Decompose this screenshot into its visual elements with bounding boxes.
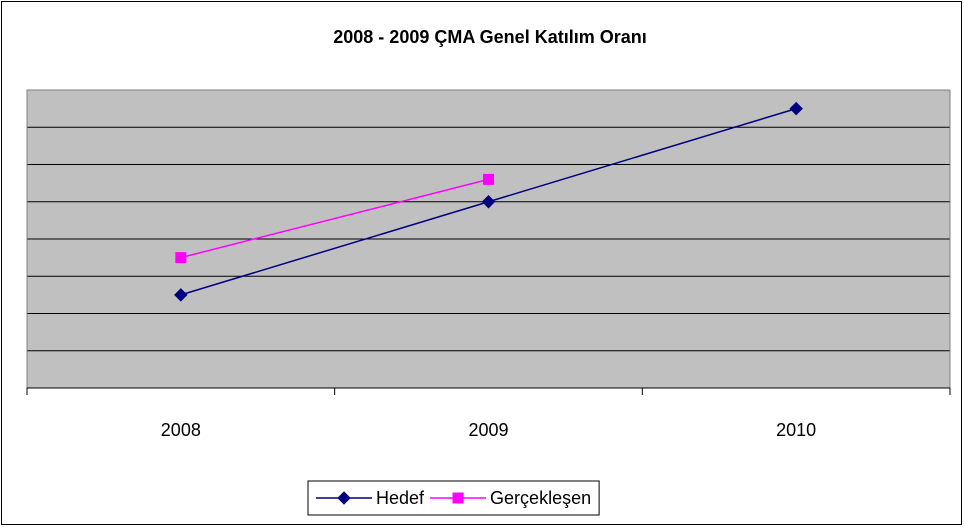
data-point <box>483 173 494 185</box>
series-line <box>180 178 489 259</box>
data-point <box>481 195 496 209</box>
legend-label: Gerçekleşen <box>490 488 591 508</box>
legend-marker <box>452 492 464 504</box>
data-point <box>175 252 187 264</box>
legend-marker <box>337 491 351 505</box>
x-tick-label: 2009 <box>468 420 508 440</box>
data-point <box>174 288 188 302</box>
x-tick-label: 2010 <box>776 420 816 440</box>
x-tick-label: 2008 <box>161 420 201 440</box>
chart-title: 2008 - 2009 ÇMA Genel Katılım Oranı <box>333 27 646 47</box>
legend-label: Hedef <box>376 488 425 508</box>
data-point <box>789 101 803 116</box>
